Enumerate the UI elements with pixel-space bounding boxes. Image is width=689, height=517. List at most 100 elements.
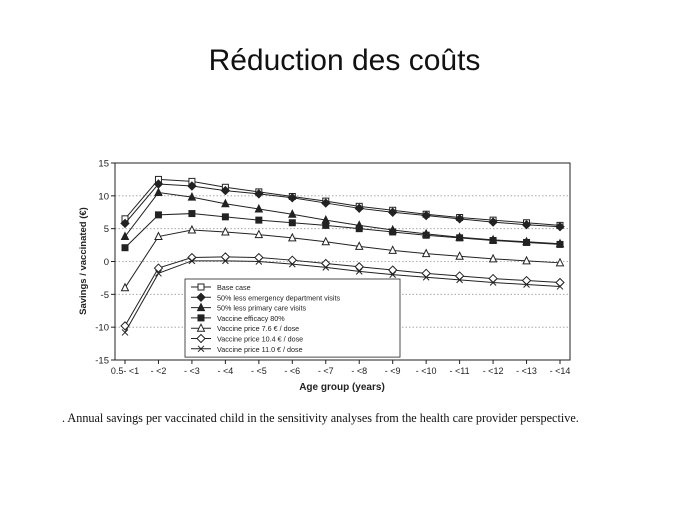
data-point: [555, 257, 565, 267]
data-point: [254, 229, 264, 239]
x-marker-stroke: [197, 345, 205, 353]
x-marker-stroke: [288, 260, 296, 268]
legend-label: 50% less emergency department visits: [217, 293, 340, 302]
series-1: [121, 175, 564, 229]
x-marker-stroke: [422, 273, 430, 281]
legend-item: 50% less emergency department visits: [191, 292, 340, 303]
data-point: [387, 207, 398, 217]
y-tick-label: 15: [98, 159, 109, 170]
y-tick-label: 10: [98, 191, 109, 202]
data-point: [523, 238, 531, 246]
data-point: [421, 268, 431, 279]
series-2: [120, 179, 565, 232]
series-line: [124, 192, 561, 245]
data-point: [555, 221, 565, 232]
data-point: [255, 216, 263, 224]
x-marker-stroke: [489, 279, 497, 286]
series-line: [124, 178, 561, 226]
x-tick-label: - <4: [218, 366, 234, 376]
series-5: [120, 224, 565, 292]
data-point: [488, 273, 498, 284]
data-point: [322, 221, 330, 229]
legend-label: 50% less primary care visits: [217, 304, 306, 313]
legend-box: [184, 278, 401, 358]
legend-label: Vaccine efficacy 80%: [217, 314, 285, 323]
data-point: [287, 193, 298, 203]
data-point: [121, 329, 129, 336]
series-layer: [120, 175, 565, 336]
data-point: [254, 203, 264, 213]
data-point: [321, 258, 331, 269]
data-point: [254, 189, 264, 199]
series-3: [120, 187, 565, 248]
legend-label: Vaccine price 10.4 € / dose: [217, 335, 303, 344]
y-axis-title: Savings / vaccinated (€): [78, 207, 89, 315]
data-point: [556, 283, 564, 290]
y-axis: -15 -10 -5 0 5 10 15: [95, 159, 115, 367]
legend-marker: [197, 283, 205, 291]
data-point: [221, 198, 230, 208]
legend-marker: [197, 345, 205, 353]
legend-marker: [196, 333, 206, 344]
x-tick-label: - <6: [284, 366, 300, 376]
legend-item: Vaccine price 11.0 € / dose: [191, 345, 303, 354]
data-point: [421, 248, 431, 258]
data-point: [288, 260, 296, 268]
x-marker-stroke: [121, 329, 129, 336]
data-point: [120, 282, 130, 292]
x-axis: 0.5- <1 - <2 - <3 - <4 - <5 - <6 - <7 - <8 - <9 -…: [111, 360, 570, 376]
x-tick-label: - <9: [385, 366, 401, 376]
y-tick-label: 5: [104, 224, 109, 235]
data-point: [255, 258, 263, 265]
y-tick-label: -15: [95, 356, 109, 367]
data-point: [154, 211, 162, 219]
data-point: [321, 236, 331, 246]
data-point: [287, 232, 297, 242]
y-tick-label: 0: [104, 257, 109, 268]
data-point: [523, 281, 530, 288]
legend-label: Vaccine price 7.6 € / dose: [217, 324, 299, 333]
data-point: [188, 257, 196, 265]
data-point: [220, 252, 231, 262]
legend-marker: [196, 292, 206, 303]
legend-label: Base case: [217, 283, 251, 292]
legend-label: Vaccine price 11.0 € / dose: [217, 345, 303, 354]
data-point: [120, 218, 130, 229]
x-tick-label: - <5: [251, 366, 267, 376]
legend-marker: [197, 314, 205, 322]
series-line: [124, 229, 561, 289]
data-point: [354, 241, 364, 250]
data-point: [221, 213, 229, 221]
data-point: [555, 277, 565, 288]
data-point: [488, 253, 498, 263]
data-point: [288, 219, 296, 227]
series-line: [124, 183, 561, 228]
x-tick-label: - <3: [184, 366, 200, 376]
x-tick-label: - <2: [151, 366, 167, 376]
data-point: [387, 265, 398, 275]
data-point: [222, 257, 229, 265]
legend-marker: [196, 323, 206, 332]
data-point: [321, 198, 331, 208]
data-point: [187, 192, 197, 201]
y-tick-label: -5: [101, 290, 109, 301]
data-point: [188, 210, 196, 218]
data-point: [422, 273, 430, 281]
slide-title: Réduction des coûts: [208, 44, 481, 77]
data-point: [522, 255, 531, 265]
x-marker-stroke: [255, 258, 263, 265]
data-point: [220, 185, 231, 196]
x-marker-stroke: [222, 257, 229, 265]
data-point: [388, 245, 398, 254]
data-point: [287, 255, 298, 265]
data-point: [454, 271, 465, 281]
data-point: [556, 240, 564, 248]
legend-item: Vaccine efficacy 80%: [191, 314, 285, 323]
data-point: [187, 224, 197, 234]
series-7: [121, 257, 564, 336]
data-point: [489, 279, 497, 286]
data-point: [389, 228, 397, 236]
x-tick-label: - <10: [416, 366, 437, 376]
legend-item: Base case: [191, 283, 251, 292]
x-marker-stroke: [322, 264, 330, 271]
